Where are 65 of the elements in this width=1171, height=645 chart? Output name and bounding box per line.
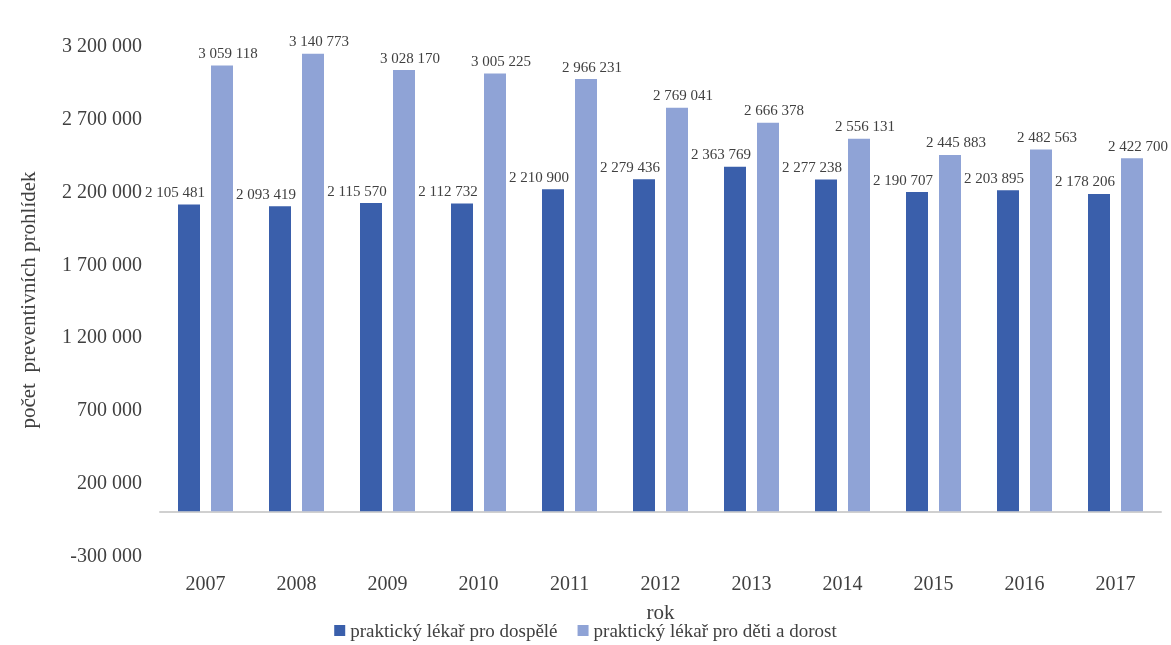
data-label: 2 422 700 bbox=[1108, 137, 1168, 154]
bar bbox=[939, 154, 961, 512]
data-label: 3 059 118 bbox=[198, 45, 258, 62]
x-tick-label: 2009 bbox=[367, 572, 408, 594]
bar bbox=[360, 203, 382, 512]
bar bbox=[575, 79, 597, 512]
bar bbox=[848, 138, 870, 512]
data-label: 3 005 225 bbox=[471, 52, 531, 69]
bar bbox=[1030, 149, 1052, 512]
bar bbox=[1088, 193, 1110, 512]
data-label: 2 363 769 bbox=[691, 146, 751, 163]
data-label: 2 445 883 bbox=[926, 134, 986, 151]
data-label: 2 769 041 bbox=[653, 87, 713, 104]
bar bbox=[724, 166, 746, 512]
bar bbox=[633, 179, 655, 512]
y-axis-title: počet preventivních prohlídek bbox=[15, 170, 40, 429]
bar bbox=[666, 107, 688, 512]
y-tick-label: 200 000 bbox=[77, 471, 142, 494]
bar bbox=[906, 192, 928, 512]
bar bbox=[1121, 158, 1143, 512]
data-label: 2 190 707 bbox=[873, 171, 934, 188]
bar bbox=[211, 65, 233, 512]
y-tick-label: -300 000 bbox=[70, 544, 142, 566]
bar bbox=[484, 73, 506, 512]
x-tick-label: 2016 bbox=[1004, 572, 1045, 594]
data-label: 3 140 773 bbox=[289, 33, 349, 50]
x-tick-label: 2012 bbox=[640, 572, 681, 594]
data-label: 2 203 895 bbox=[964, 169, 1024, 186]
bar bbox=[815, 179, 837, 512]
bar bbox=[997, 190, 1019, 512]
x-tick-label: 2014 bbox=[822, 572, 863, 594]
bar bbox=[302, 53, 324, 512]
y-tick-label: 3 200 000 bbox=[62, 34, 142, 56]
data-label: 2 105 481 bbox=[145, 183, 205, 200]
y-tick-label: 1 700 000 bbox=[62, 252, 142, 275]
data-label: 2 093 419 bbox=[236, 185, 296, 202]
x-tick-label: 2017 bbox=[1095, 572, 1136, 594]
data-label: 2 115 570 bbox=[327, 182, 387, 199]
legend-label: praktický lékař pro dospělé bbox=[350, 620, 558, 641]
data-label: 2 277 238 bbox=[782, 158, 842, 175]
bar bbox=[757, 122, 779, 512]
x-tick-label: 2010 bbox=[458, 572, 499, 594]
bar bbox=[542, 189, 564, 512]
data-label: 2 279 436 bbox=[600, 158, 661, 175]
data-label: 2 210 900 bbox=[509, 168, 569, 185]
data-label: 3 028 170 bbox=[380, 49, 440, 66]
data-label: 2 112 732 bbox=[418, 182, 478, 199]
x-tick-label: 2008 bbox=[276, 572, 317, 594]
x-tick-label: 2011 bbox=[549, 572, 590, 594]
data-label: 2 966 231 bbox=[562, 58, 622, 75]
y-tick-label: 2 200 000 bbox=[62, 179, 142, 202]
data-label: 2 556 131 bbox=[835, 118, 895, 135]
x-tick-label: 2013 bbox=[731, 572, 772, 594]
data-label: 2 482 563 bbox=[1017, 129, 1077, 146]
data-label: 2 666 378 bbox=[744, 102, 804, 119]
data-label: 2 178 206 bbox=[1055, 173, 1116, 190]
bar bbox=[269, 206, 291, 512]
y-tick-label: 2 700 000 bbox=[62, 106, 142, 129]
x-tick-label: 2007 bbox=[185, 572, 226, 594]
bar bbox=[451, 203, 473, 512]
bar bbox=[178, 204, 200, 512]
y-tick-label: 1 200 000 bbox=[62, 325, 142, 348]
x-tick-label: 2015 bbox=[913, 572, 954, 594]
y-tick-label: 700 000 bbox=[77, 398, 142, 421]
bar bbox=[393, 70, 415, 512]
